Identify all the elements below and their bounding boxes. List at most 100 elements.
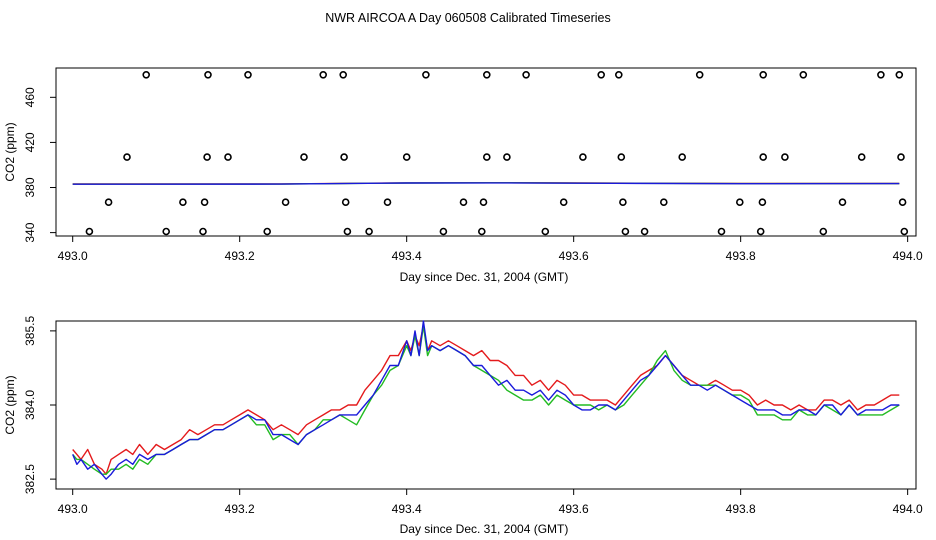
- top-panel: 493.0 493.2 493.4 493.6 493.8 494.0 340 380 420…: [3, 67, 923, 284]
- bottom-y-tick-label: 382.5: [23, 464, 37, 494]
- scatter-point: [477, 227, 486, 236]
- scatter-point: [897, 153, 905, 161]
- scatter-point: [503, 153, 511, 161]
- scatter-point: [383, 198, 392, 206]
- top-x-axis: 493.0 493.2 493.4 493.6 493.8 494.0: [58, 235, 923, 263]
- scatter-point: [819, 227, 828, 236]
- bottom-x-tick-label: 493.0: [58, 502, 88, 516]
- scatter-point: [900, 227, 909, 236]
- bottom-x-label: Day since Dec. 31, 2004 (GMT): [400, 522, 569, 536]
- top-x-tick-label: 493.8: [726, 249, 756, 263]
- top-scatter-points: [85, 71, 909, 236]
- scatter-point: [281, 198, 290, 206]
- bottom-x-tick-label: 493.8: [726, 502, 756, 516]
- top-x-label: Day since Dec. 31, 2004 (GMT): [400, 270, 569, 284]
- scatter-point: [799, 71, 808, 79]
- scatter-point: [340, 153, 348, 161]
- scatter-point: [617, 153, 626, 161]
- scatter-point: [300, 153, 308, 161]
- scatter-point: [85, 227, 94, 236]
- bottom-x-tick-label: 493.6: [559, 502, 589, 516]
- bottom-plot-frame: [55, 320, 917, 490]
- scatter-point: [439, 227, 448, 236]
- scatter-point: [756, 227, 765, 236]
- scatter-point: [759, 71, 768, 79]
- scatter-point: [482, 71, 491, 79]
- top-x-tick-label: 493.2: [225, 249, 255, 263]
- scatter-point: [263, 227, 272, 236]
- scatter-point: [482, 153, 491, 161]
- scatter-point: [838, 198, 847, 206]
- scatter-point: [619, 198, 627, 206]
- scatter-point: [244, 71, 252, 79]
- scatter-point: [199, 227, 207, 236]
- scatter-point: [898, 198, 907, 206]
- top-x-tick-label: 493.4: [392, 249, 422, 263]
- top-y-axis: 340 380 420 460: [23, 87, 57, 243]
- scatter-point: [759, 153, 768, 161]
- scatter-point: [343, 227, 352, 236]
- scatter-point: [559, 198, 568, 206]
- scatter-point: [142, 71, 150, 79]
- scatter-point: [479, 198, 488, 206]
- scatter-point: [695, 71, 704, 79]
- bottom-series-green: [72, 325, 900, 475]
- scatter-point: [200, 198, 209, 206]
- scatter-point: [781, 153, 789, 161]
- scatter-point: [224, 153, 232, 161]
- scatter-point: [877, 71, 885, 79]
- top-x-tick-label: 493.0: [58, 249, 88, 263]
- scatter-point: [319, 71, 328, 79]
- bottom-x-tick-label: 494.0: [893, 502, 923, 516]
- scatter-point: [678, 153, 687, 161]
- scatter-point: [717, 227, 726, 236]
- scatter-point: [659, 198, 668, 206]
- scatter-point: [422, 71, 430, 79]
- scatter-point: [857, 153, 866, 161]
- scatter-point: [204, 71, 212, 79]
- scatter-point: [735, 198, 744, 206]
- scatter-point: [758, 198, 767, 206]
- top-y-tick-label: 380: [23, 177, 37, 197]
- bottom-series-blue: [72, 320, 900, 480]
- bottom-series-red: [72, 325, 900, 475]
- bottom-y-axis: 382.5 384.0 385.5: [23, 316, 57, 494]
- scatter-point: [339, 71, 348, 79]
- top-series-lines: [72, 181, 900, 185]
- bottom-panel: 493.0 493.2 493.4 493.6 493.8 494.0 382.5 384.…: [3, 316, 923, 536]
- scatter-point: [579, 153, 587, 161]
- scatter-point: [640, 227, 649, 236]
- scatter-point: [895, 71, 904, 79]
- scatter-point: [179, 198, 187, 206]
- bottom-y-label: CO2 (ppm): [3, 375, 17, 434]
- bottom-x-axis: 493.0 493.2 493.4 493.6 493.8 494.0: [58, 488, 923, 516]
- scatter-point: [541, 227, 550, 236]
- bottom-series-lines: [72, 320, 900, 480]
- top-y-tick-label: 340: [23, 222, 37, 242]
- scatter-point: [597, 71, 606, 79]
- bottom-x-tick-label: 493.2: [225, 502, 255, 516]
- bottom-y-tick-label: 384.0: [23, 390, 37, 420]
- scatter-point: [123, 153, 131, 161]
- top-y-label: CO2 (ppm): [3, 122, 17, 181]
- scatter-point: [203, 153, 211, 161]
- scatter-point: [621, 227, 630, 236]
- top-plot-frame: [55, 67, 917, 237]
- top-x-tick-label: 494.0: [893, 249, 923, 263]
- scatter-point: [162, 227, 170, 236]
- scatter-point: [402, 153, 411, 161]
- scatter-point: [341, 198, 350, 206]
- bottom-y-tick-label: 385.5: [23, 316, 37, 346]
- top-y-tick-label: 460: [23, 87, 37, 107]
- scatter-point: [365, 227, 373, 236]
- scatter-point: [522, 71, 530, 79]
- figure-title: NWR AIRCOA A Day 060508 Calibrated Times…: [325, 11, 611, 25]
- top-y-tick-label: 420: [23, 132, 37, 152]
- bottom-x-tick-label: 493.4: [392, 502, 422, 516]
- scatter-point: [614, 71, 623, 79]
- top-x-tick-label: 493.6: [559, 249, 589, 263]
- top-series-blue: [72, 182, 900, 185]
- scatter-point: [459, 198, 468, 206]
- scatter-point: [104, 198, 113, 206]
